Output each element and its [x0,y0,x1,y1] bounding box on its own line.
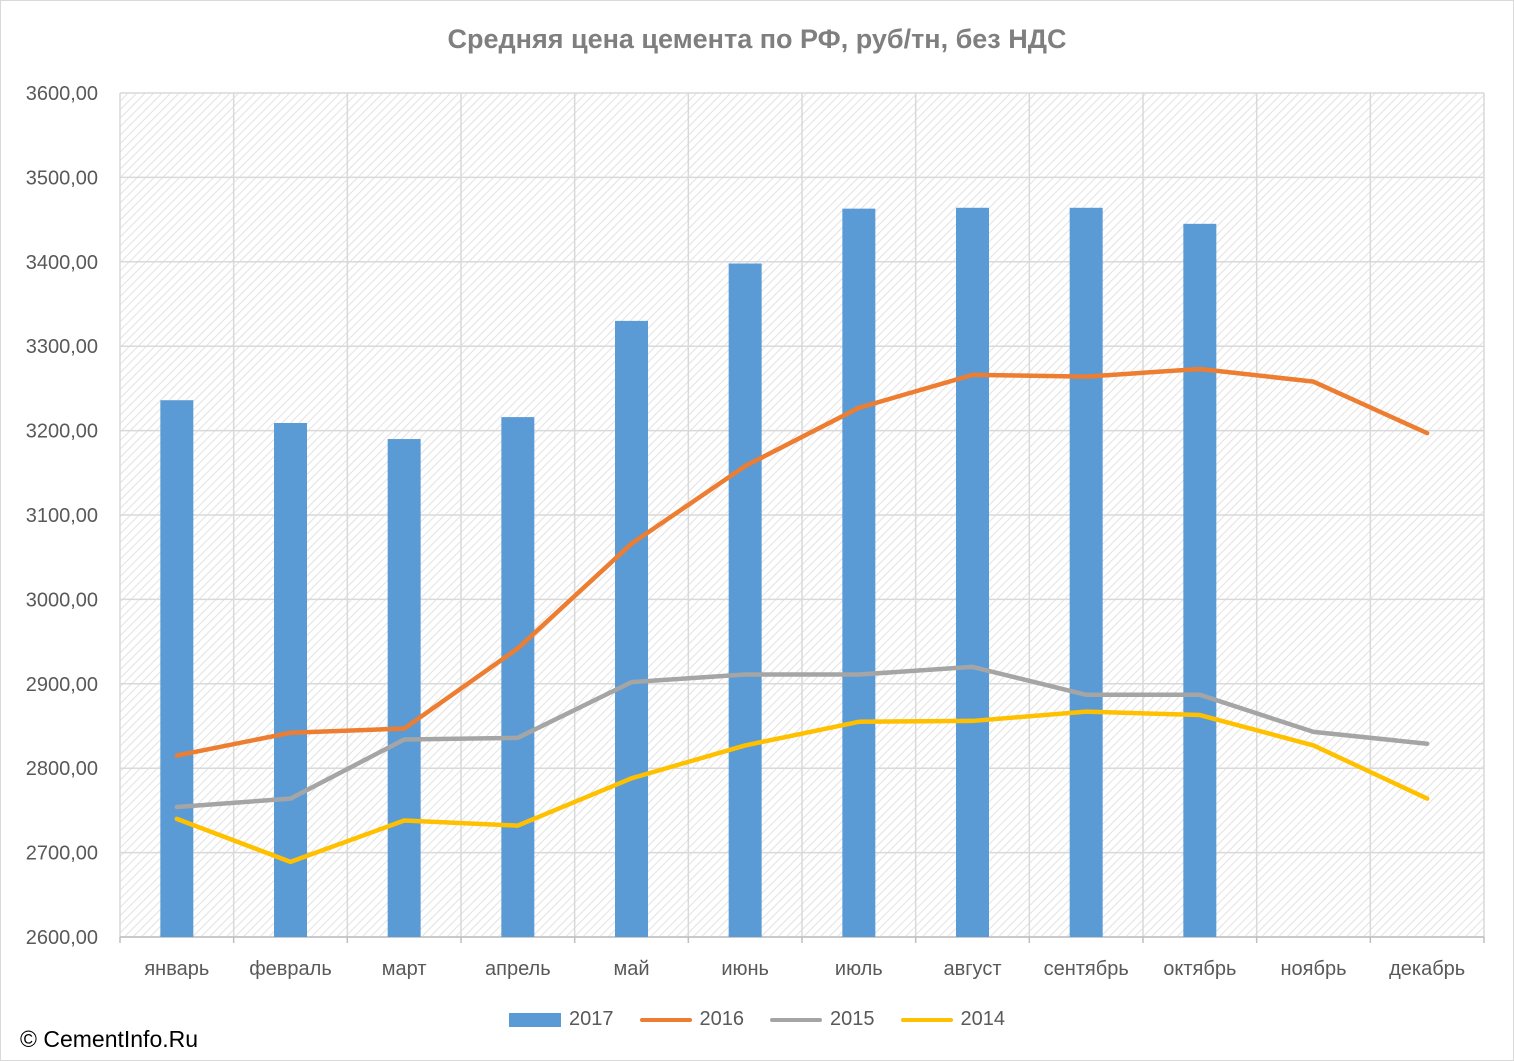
legend-swatch [900,1017,953,1022]
legend-label: 2017 [569,1008,614,1030]
legend-label: 2014 [960,1008,1006,1030]
bar-2017-апрель [501,417,535,937]
legend-item-2017: 2017 [509,1008,614,1031]
x-tick-label: февраль [249,958,332,980]
x-tick-label: март [382,958,427,980]
bar-2017-март [387,439,421,937]
legend-label: 2015 [830,1008,875,1030]
y-tick-label: 2700,00 [26,843,98,865]
x-tick-label: май [613,958,649,980]
chart-title: Средняя цена цемента по РФ, руб/тн, без … [447,24,1067,54]
legend-label: 2016 [699,1008,745,1030]
bar-2017-август [956,207,989,937]
legend-swatch [509,1012,561,1027]
x-tick-label: декабрь [1389,958,1465,980]
series-line-2016 [174,366,1430,758]
bar-2017-октябрь [1183,223,1217,937]
x-tick-label: август [944,958,1002,980]
y-tick-label: 3200,00 [26,421,98,443]
bar-2017-январь [160,400,194,937]
bar-2017-май [615,320,648,937]
legend-item-2014: 2014 [900,1008,1006,1031]
x-tick-label: январь [144,958,209,980]
y-tick-label: 3100,00 [26,505,98,527]
series-line-2015 [174,664,1430,810]
x-tick-label: ноябрь [1281,958,1347,980]
y-tick-label: 3400,00 [26,252,98,274]
y-tick-label: 3500,00 [26,167,98,189]
legend-swatch [639,1017,692,1022]
legend-swatch [770,1017,822,1022]
y-tick-label: 3000,00 [26,589,98,611]
series-line-2014 [174,709,1430,865]
legend-item-2016: 2016 [639,1008,745,1031]
x-tick-label: апрель [485,958,551,980]
copyright-text: © CementInfo.Ru [20,1026,199,1052]
y-tick-label: 2800,00 [26,758,98,780]
y-tick-label: 3600,00 [26,83,98,105]
y-tick-label: 2900,00 [26,674,98,696]
x-tick-label: июнь [721,958,769,980]
legend: 2017 2016 2015 2014 [0,1008,1514,1031]
chart-plot: 2600,00 2700,00 2800,00 2900,00 3000,00 3100,… [26,83,1485,980]
x-tick-label: сентябрь [1044,958,1129,980]
legend-item-2015: 2015 [770,1008,875,1031]
bar-2017-июль [842,208,876,938]
x-tick-label: октябрь [1163,958,1236,980]
bar-2017-сентябрь [1069,207,1103,937]
bar-2017-февраль [274,423,307,937]
y-tick-label: 3300,00 [26,336,98,358]
bar-2017-июнь [728,263,762,937]
y-tick-label: 2600,00 [26,927,98,949]
x-tick-label: июль [835,958,883,980]
